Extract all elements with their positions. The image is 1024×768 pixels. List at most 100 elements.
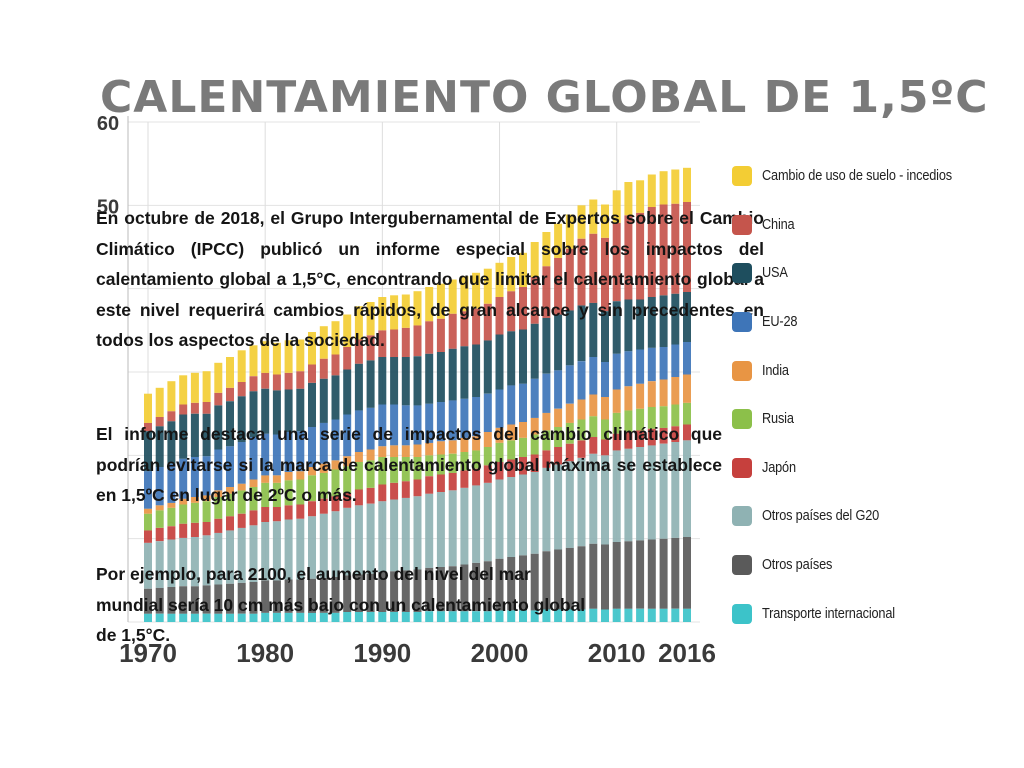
bar-segment-2001-jap-n: [507, 459, 516, 477]
legend-swatch: [732, 263, 752, 284]
bar-segment-1970-rusia: [144, 513, 152, 531]
bar-segment-1974-cambio-de-uso-de-suelo-incedios: [190, 372, 199, 403]
bar-segment-1970-jap-n: [144, 530, 152, 543]
bar-segment-1999-jap-n: [483, 465, 492, 483]
bar-segment-1987-eu-28: [343, 414, 352, 457]
bar-segment-2003-usa: [530, 323, 539, 379]
bar-segment-2008-eu-28: [589, 357, 598, 395]
bar-segment-2010-otros-pa-ses-del-g20: [612, 450, 621, 542]
bar-segment-1978-india: [237, 483, 246, 491]
bar-segment-2009-rusia: [601, 419, 609, 440]
bar-segment-2001-india: [507, 424, 516, 441]
legend-label: Rusia: [762, 411, 794, 428]
bar-segment-1982-otros-pa-ses: [284, 579, 293, 613]
bar-segment-2004-otros-pa-ses-del-g20: [542, 467, 551, 552]
bar-segment-2011-rusia: [624, 410, 633, 432]
bar-segment-2006-usa: [565, 310, 574, 366]
bar-segment-1975-india: [202, 495, 211, 502]
bar-segment-1986-eu-28: [331, 419, 340, 461]
bar-segment-1995-jap-n: [436, 474, 445, 492]
bar-segment-1972-usa: [167, 421, 176, 464]
bar-segment-2008-rusia: [589, 416, 598, 437]
bar-segment-1996-cambio-de-uso-de-suelo-incedios: [448, 279, 457, 314]
bar-segment-1990-usa: [378, 357, 387, 405]
bar-segment-2003-rusia: [530, 434, 539, 455]
bar-segment-1996-india: [448, 440, 457, 454]
legend-item: Japón: [732, 444, 1002, 493]
bar-segment-1975-otros-pa-ses: [202, 585, 211, 614]
bar-segment-2010-eu-28: [612, 353, 621, 390]
bar-segment-2011-transporte-internacional: [624, 608, 633, 622]
legend-swatch: [732, 506, 752, 527]
bar-segment-1996-otros-pa-ses-del-g20: [448, 490, 457, 567]
bar-segment-2014-jap-n: [659, 427, 668, 444]
bar-segment-2007-india: [577, 399, 586, 420]
bar-segment-1991-rusia: [390, 457, 399, 483]
bar-segment-2011-usa: [624, 299, 633, 352]
bar-segment-2016-eu-28: [683, 342, 691, 375]
bar-segment-2006-transporte-internacional: [565, 609, 574, 622]
legend-swatch: [732, 457, 752, 478]
bar-segment-1978-otros-pa-ses-del-g20: [237, 527, 246, 583]
bar-segment-2014-cambio-de-uso-de-suelo-incedios: [659, 171, 668, 205]
bar-segment-2010-cambio-de-uso-de-suelo-incedios: [612, 190, 621, 223]
y-tick-label: 60: [97, 113, 119, 135]
bar-segment-1997-transporte-internacional: [460, 611, 469, 622]
bar-segment-1995-usa: [436, 352, 445, 402]
bar-segment-1972-china: [167, 411, 176, 422]
bar-segment-1998-india: [472, 436, 481, 451]
bar-segment-1984-otros-pa-ses-del-g20: [308, 516, 316, 579]
bar-segment-1988-cambio-de-uso-de-suelo-incedios: [354, 306, 363, 340]
bar-segment-1978-rusia: [237, 490, 246, 514]
bar-segment-2015-jap-n: [671, 426, 680, 442]
bar-segment-1994-china: [425, 321, 434, 354]
bar-segment-1983-rusia: [296, 479, 305, 505]
bar-segment-1998-otros-pa-ses: [472, 562, 481, 612]
bar-segment-2015-transporte-internacional: [671, 608, 680, 622]
bar-segment-1984-transporte-internacional: [308, 612, 316, 622]
bar-segment-1989-rusia: [366, 460, 375, 488]
bar-segment-1979-transporte-internacional: [249, 613, 258, 622]
bar-segment-1984-usa: [308, 382, 316, 427]
bar-segment-1990-cambio-de-uso-de-suelo-incedios: [378, 297, 387, 331]
bar-segment-1979-otros-pa-ses-del-g20: [249, 525, 258, 582]
bar-segment-1971-rusia: [155, 510, 164, 528]
bar-segment-2015-cambio-de-uso-de-suelo-incedios: [671, 169, 680, 204]
bar-segment-1988-usa: [354, 363, 363, 411]
legend-swatch: [732, 312, 752, 333]
bar-segment-2008-jap-n: [589, 437, 598, 454]
bar-segment-1984-eu-28: [308, 427, 316, 467]
legend-label: Japón: [762, 459, 796, 476]
bar-segment-1976-usa: [214, 405, 223, 450]
bar-segment-1988-otros-pa-ses-del-g20: [354, 505, 363, 575]
bar-segment-2016-otros-pa-ses-del-g20: [683, 440, 691, 537]
bar-segment-1997-usa: [460, 346, 469, 399]
bar-segment-2008-transporte-internacional: [589, 608, 598, 622]
bar-segment-1980-usa: [261, 388, 270, 434]
bar-segment-1997-jap-n: [460, 470, 469, 488]
bar-segment-2016-usa: [683, 292, 691, 342]
bar-segment-2010-transporte-internacional: [612, 608, 621, 622]
bar-segment-1999-otros-pa-ses: [483, 561, 492, 612]
bar-segment-2015-eu-28: [671, 344, 680, 377]
bar-segment-2002-rusia: [519, 437, 527, 457]
bar-segment-2004-cambio-de-uso-de-suelo-incedios: [542, 232, 551, 267]
chart-tick-labels: 1970 1980 1990 2000 2010 2016 50 60: [97, 113, 716, 668]
bar-segment-2010-india: [612, 389, 621, 413]
bar-segment-2016-rusia: [683, 402, 691, 425]
bar-segment-1988-rusia: [354, 462, 363, 490]
bar-segment-1971-transporte-internacional: [155, 613, 164, 622]
bar-segment-2006-eu-28: [565, 365, 574, 404]
bar-segment-2001-transporte-internacional: [507, 610, 516, 622]
bar-segment-1980-rusia: [261, 482, 270, 507]
bar-segment-2000-cambio-de-uso-de-suelo-incedios: [495, 262, 504, 297]
bar-segment-1998-cambio-de-uso-de-suelo-incedios: [472, 272, 481, 309]
bar-segment-1986-otros-pa-ses-del-g20: [331, 511, 340, 577]
bar-segment-1989-india: [366, 449, 375, 461]
bar-segment-1999-india: [483, 432, 492, 447]
bar-segment-1994-otros-pa-ses-del-g20: [425, 493, 434, 568]
bar-segment-1996-otros-pa-ses: [448, 566, 457, 612]
bar-segment-2004-india: [542, 412, 551, 431]
bar-segment-1990-india: [378, 446, 387, 457]
chart-legend: Cambio de uso de suelo - incedios China US…: [732, 152, 1002, 638]
